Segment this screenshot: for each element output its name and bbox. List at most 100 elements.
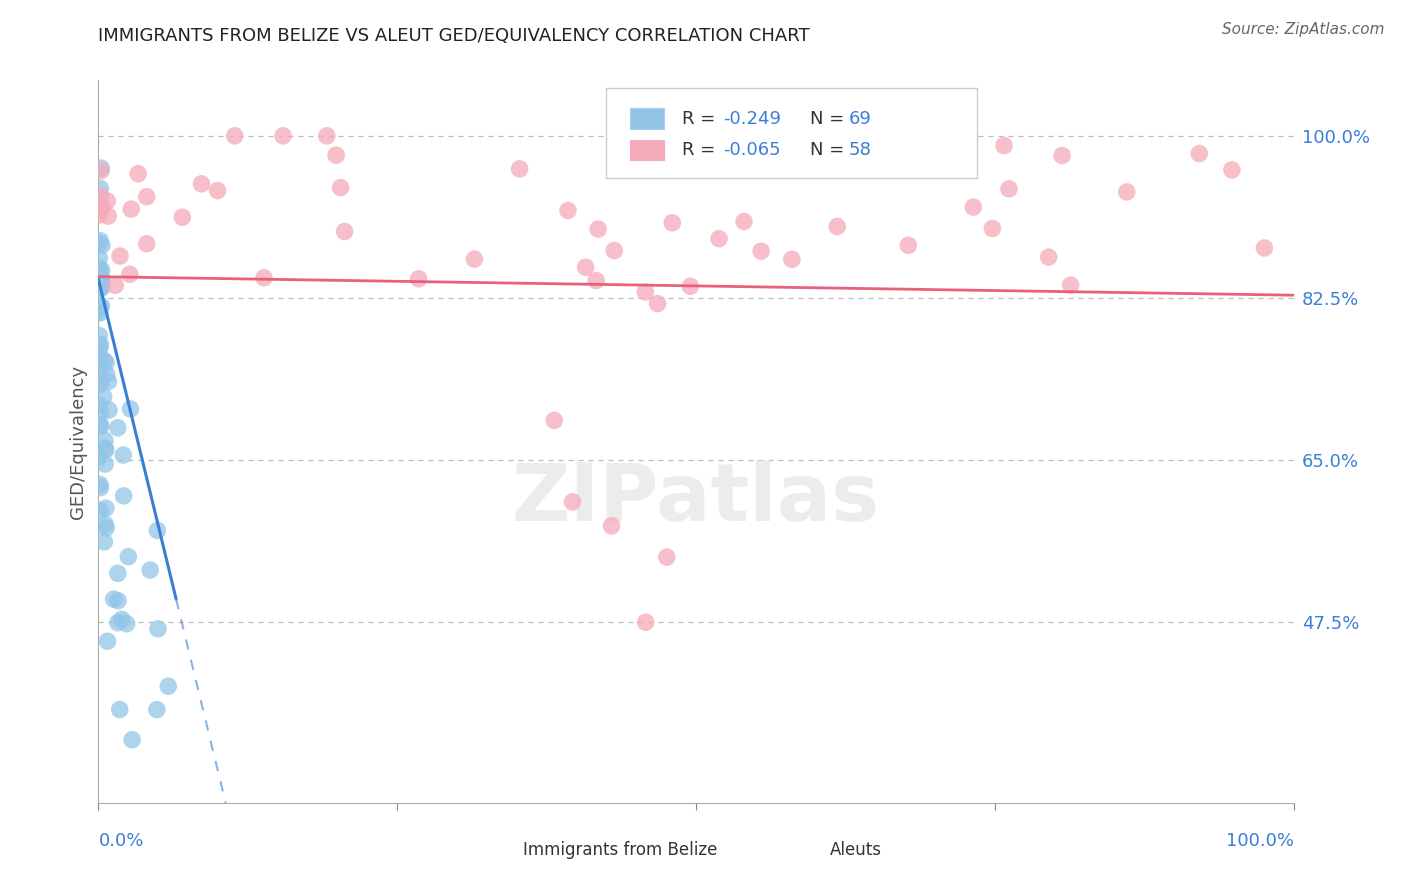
Point (87, 304, 110, 318)
Point (90, 277, 112, 291)
Point (93, 354, 115, 368)
Point (94, 356, 117, 370)
Point (89, 328, 111, 343)
Point (112, 489, 135, 503)
Point (253, 270, 276, 285)
Point (89, 282, 111, 296)
Point (94, 517, 117, 532)
Point (104, 278, 127, 293)
Point (89, 477, 111, 491)
Point (135, 190, 157, 204)
Point (89, 340, 111, 354)
Bar (494, 842, 519, 858)
Point (90, 359, 112, 374)
Point (89, 252, 111, 266)
Text: N =: N = (810, 141, 849, 160)
Bar (630, 109, 664, 128)
Point (94, 457, 117, 471)
Point (1188, 146, 1211, 161)
Text: R =: R = (682, 110, 721, 128)
Point (90, 419, 112, 434)
Point (897, 238, 920, 252)
Point (329, 180, 352, 194)
Point (325, 148, 347, 162)
Point (780, 252, 803, 267)
Point (90, 263, 112, 277)
Text: ZIPatlas: ZIPatlas (512, 460, 880, 539)
Point (89, 262, 111, 277)
Text: 0.0%: 0.0% (98, 831, 143, 850)
Point (89, 201, 111, 215)
Text: -0.065: -0.065 (724, 141, 782, 160)
Point (89, 267, 111, 281)
Point (117, 549, 139, 564)
Point (647, 296, 669, 310)
Point (408, 272, 430, 286)
Point (634, 285, 657, 299)
Point (108, 702, 131, 716)
Point (93, 534, 115, 549)
Point (97, 375, 120, 389)
Point (103, 592, 125, 607)
Point (224, 128, 246, 143)
Point (87, 260, 110, 275)
Bar (630, 140, 664, 161)
Text: N =: N = (810, 110, 849, 128)
Point (315, 128, 337, 143)
Point (96, 194, 118, 208)
Point (90, 281, 112, 295)
Point (91, 199, 114, 213)
Point (603, 244, 626, 258)
Point (333, 225, 356, 239)
Point (190, 177, 212, 191)
Text: Immigrants from Belize: Immigrants from Belize (523, 841, 717, 859)
Point (96, 634, 118, 648)
Point (981, 221, 1004, 235)
Y-axis label: GED/Equivalency: GED/Equivalency (69, 365, 87, 518)
Point (90, 376, 112, 391)
Text: 58: 58 (849, 141, 872, 160)
Point (89, 417, 111, 432)
Point (561, 495, 583, 509)
Point (1115, 185, 1137, 199)
Point (146, 622, 169, 636)
Point (1220, 162, 1243, 177)
Point (94, 442, 117, 457)
Point (146, 524, 169, 538)
Point (139, 563, 162, 577)
Text: IMMIGRANTS FROM BELIZE VS ALEUT GED/EQUIVALENCY CORRELATION CHART: IMMIGRANTS FROM BELIZE VS ALEUT GED/EQUI… (98, 27, 810, 45)
Point (90, 238, 112, 252)
Point (1059, 278, 1081, 293)
Point (87, 208, 110, 222)
Point (120, 202, 142, 216)
Point (962, 200, 984, 214)
Point (90, 277, 112, 292)
Point (993, 138, 1015, 153)
Bar (797, 842, 824, 858)
Point (90, 161, 112, 176)
Point (509, 161, 531, 176)
Point (87, 343, 110, 357)
Point (94, 521, 117, 535)
Point (94, 501, 117, 516)
Point (749, 244, 772, 259)
Point (207, 184, 229, 198)
Point (634, 615, 657, 630)
Point (90, 163, 112, 178)
Point (96, 368, 118, 382)
Point (998, 182, 1021, 196)
Point (89, 481, 111, 495)
Point (87, 374, 110, 388)
Point (107, 566, 129, 581)
Point (585, 274, 607, 288)
Text: -0.249: -0.249 (724, 110, 782, 128)
Point (89, 348, 111, 362)
FancyBboxPatch shape (606, 87, 977, 178)
Point (1050, 148, 1073, 162)
Point (146, 703, 169, 717)
Point (89, 181, 111, 195)
Point (121, 732, 143, 747)
Point (89, 337, 111, 351)
Point (600, 519, 623, 533)
Point (89, 504, 111, 518)
